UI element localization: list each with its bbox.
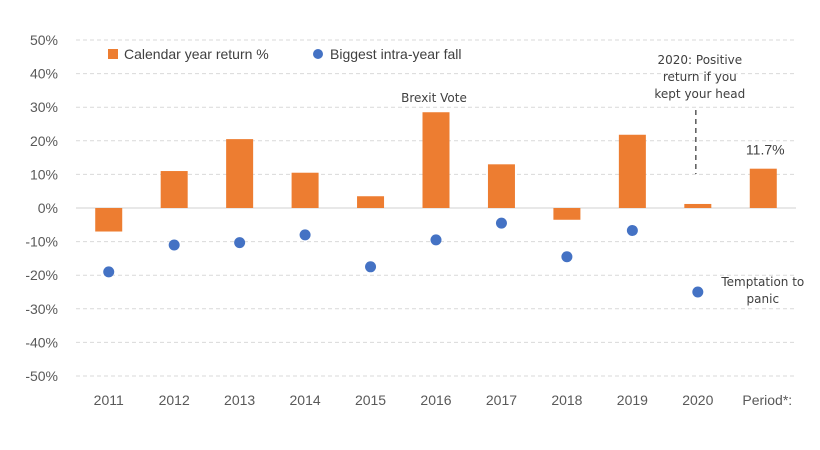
legend-label: Biggest intra-year fall bbox=[330, 46, 462, 62]
x-tick-label: 2017 bbox=[486, 392, 517, 408]
x-tick-label: 2019 bbox=[617, 392, 648, 408]
legend-swatch-dot bbox=[313, 49, 323, 59]
bar bbox=[95, 208, 123, 232]
data-label: 11.7% bbox=[746, 142, 785, 158]
y-tick-label: -40% bbox=[25, 334, 58, 350]
bar bbox=[357, 196, 385, 208]
bar-series bbox=[95, 112, 777, 232]
scatter-series bbox=[103, 217, 704, 298]
y-tick-label: 40% bbox=[30, 66, 58, 82]
bar bbox=[618, 134, 646, 208]
annotations: Brexit Vote 2020: Positive return if you ke… bbox=[401, 53, 804, 306]
y-tick-label: -50% bbox=[25, 368, 58, 384]
y-tick-label: 20% bbox=[30, 133, 58, 149]
scatter-point bbox=[561, 251, 573, 263]
y-tick-label: 30% bbox=[30, 99, 58, 115]
y-axis: 50% 40% 30% 20% 10% 0% -10% -20% -30% -40% -50% bbox=[25, 32, 58, 384]
x-tick-label: 2015 bbox=[355, 392, 386, 408]
x-tick-label: 2014 bbox=[290, 392, 321, 408]
annotation-text: return if you bbox=[663, 70, 737, 84]
scatter-point bbox=[626, 225, 638, 237]
legend-label: Calendar year return % bbox=[124, 46, 269, 62]
x-tick-label: Period*: bbox=[742, 392, 792, 408]
x-tick-label: 2013 bbox=[224, 392, 255, 408]
bar bbox=[422, 112, 450, 208]
bar bbox=[160, 171, 188, 208]
scatter-point bbox=[692, 286, 704, 298]
scatter-point bbox=[234, 237, 246, 249]
y-tick-label: -30% bbox=[25, 301, 58, 317]
annotation-text: panic bbox=[747, 292, 780, 306]
scatter-point bbox=[299, 229, 311, 241]
annotation-text: kept your head bbox=[654, 87, 745, 101]
annotation-text: 2020: Positive bbox=[657, 53, 742, 67]
data-labels: 11.7% bbox=[746, 142, 785, 158]
y-tick-label: -20% bbox=[25, 267, 58, 283]
bar bbox=[487, 164, 515, 208]
annotation-text: Temptation to bbox=[720, 275, 804, 289]
y-tick-label: 0% bbox=[38, 200, 58, 216]
scatter-point bbox=[495, 217, 507, 229]
scatter-point bbox=[103, 266, 115, 278]
x-tick-label: 2012 bbox=[159, 392, 190, 408]
annotation-text: Brexit Vote bbox=[401, 91, 467, 105]
x-tick-label: 2011 bbox=[94, 392, 124, 408]
y-tick-label: -10% bbox=[25, 234, 58, 250]
y-tick-label: 10% bbox=[30, 166, 58, 182]
scatter-point bbox=[365, 261, 377, 273]
scatter-point bbox=[430, 234, 442, 246]
x-axis: 2011 2012 2013 2014 2015 2016 2017 2018 2019 2020… bbox=[94, 392, 793, 408]
bar bbox=[684, 203, 712, 208]
x-tick-label: 2018 bbox=[551, 392, 582, 408]
bar bbox=[291, 172, 319, 208]
bar bbox=[226, 139, 254, 208]
scatter-point bbox=[168, 239, 180, 251]
legend: Calendar year return % Biggest intra-year… bbox=[108, 46, 462, 62]
bar bbox=[749, 168, 777, 208]
y-tick-label: 50% bbox=[30, 32, 58, 48]
x-tick-label: 2020 bbox=[682, 392, 713, 408]
legend-swatch-bar bbox=[108, 49, 118, 59]
bar bbox=[553, 208, 581, 220]
x-tick-label: 2016 bbox=[420, 392, 451, 408]
